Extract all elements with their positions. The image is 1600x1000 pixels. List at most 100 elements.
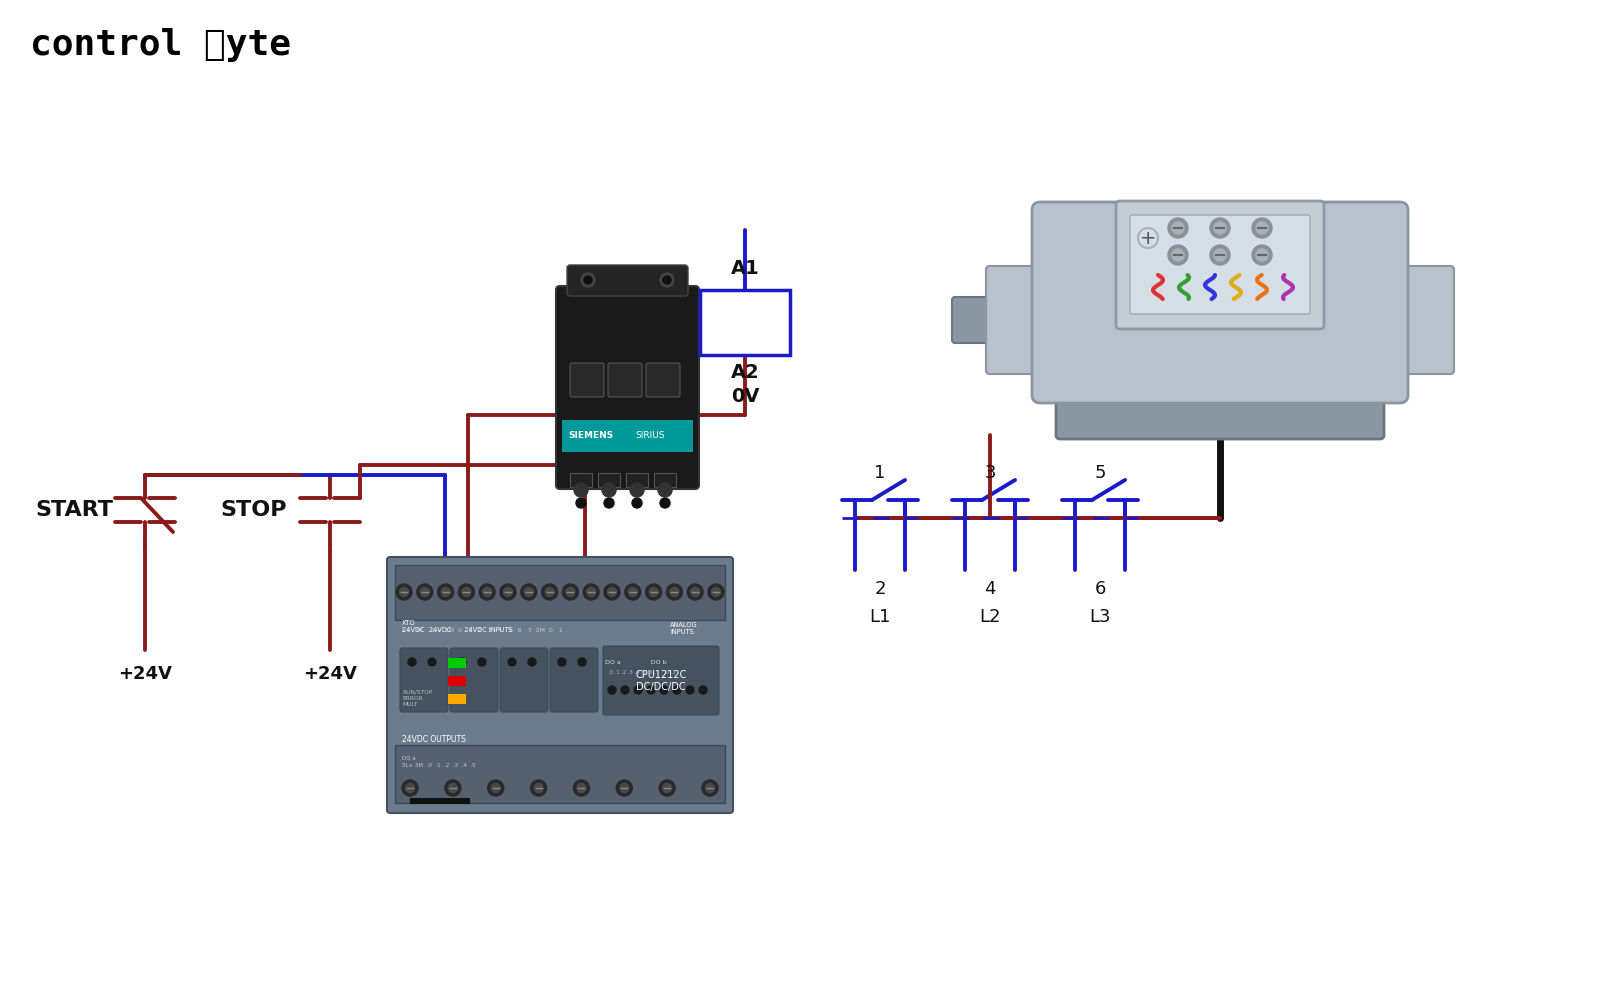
Circle shape — [558, 658, 566, 666]
Circle shape — [534, 784, 542, 792]
Circle shape — [662, 784, 672, 792]
Circle shape — [608, 587, 616, 596]
Circle shape — [674, 686, 682, 694]
Circle shape — [400, 587, 408, 596]
Text: 4: 4 — [984, 580, 995, 598]
Circle shape — [574, 483, 589, 497]
Bar — [395, 565, 725, 620]
Circle shape — [504, 587, 512, 596]
Bar — [701, 290, 790, 355]
Circle shape — [688, 584, 704, 600]
Circle shape — [646, 584, 662, 600]
Circle shape — [1168, 218, 1187, 238]
Circle shape — [483, 587, 491, 596]
Circle shape — [666, 584, 683, 600]
Text: STOP: STOP — [221, 500, 286, 520]
Circle shape — [632, 498, 642, 508]
Circle shape — [624, 584, 640, 600]
FancyBboxPatch shape — [1056, 376, 1384, 439]
Circle shape — [1251, 245, 1272, 265]
Circle shape — [1256, 249, 1267, 261]
Circle shape — [520, 584, 536, 600]
Circle shape — [528, 658, 536, 666]
Text: L1: L1 — [869, 608, 891, 626]
Text: 24VDC OUTPUTS: 24VDC OUTPUTS — [402, 735, 466, 744]
Circle shape — [566, 587, 574, 596]
Text: RUN/STOP
ERROR
MULT: RUN/STOP ERROR MULT — [402, 690, 432, 707]
Circle shape — [658, 483, 672, 497]
Circle shape — [442, 587, 450, 596]
FancyBboxPatch shape — [499, 648, 547, 712]
Text: SIRIUS: SIRIUS — [635, 432, 664, 440]
Circle shape — [488, 780, 504, 796]
Circle shape — [1210, 245, 1230, 265]
FancyBboxPatch shape — [952, 297, 998, 343]
FancyBboxPatch shape — [646, 363, 680, 397]
Circle shape — [525, 587, 533, 596]
Text: L+   M     L+  1M  0   1   2   3   4   5   6   7  2M  0   1: L+ M L+ 1M 0 1 2 3 4 5 6 7 2M 0 1 — [402, 628, 563, 633]
FancyBboxPatch shape — [608, 363, 642, 397]
Circle shape — [691, 587, 699, 596]
Text: DQ a
3L+ 3M  .0  .1  .2  .3  .4  .5: DQ a 3L+ 3M .0 .1 .2 .3 .4 .5 — [402, 756, 475, 768]
Text: XTO
24VDC  24VDC      24VDC INPUTS: XTO 24VDC 24VDC 24VDC INPUTS — [402, 620, 514, 633]
FancyBboxPatch shape — [566, 265, 688, 296]
Circle shape — [1171, 249, 1184, 261]
Circle shape — [397, 584, 413, 600]
Text: A1: A1 — [731, 259, 760, 278]
Circle shape — [1168, 245, 1187, 265]
Text: ANALOG
INPUTS: ANALOG INPUTS — [670, 622, 698, 635]
Circle shape — [608, 686, 616, 694]
Circle shape — [661, 498, 670, 508]
Text: L2: L2 — [979, 608, 1000, 626]
Circle shape — [563, 584, 579, 600]
Circle shape — [1214, 249, 1226, 261]
Text: 6: 6 — [1094, 580, 1106, 598]
Circle shape — [480, 584, 496, 600]
Circle shape — [619, 784, 629, 792]
Circle shape — [587, 587, 595, 596]
Circle shape — [661, 273, 674, 287]
Circle shape — [578, 784, 586, 792]
Circle shape — [445, 780, 461, 796]
Text: A2: A2 — [731, 363, 760, 382]
Text: SIEMENS: SIEMENS — [568, 432, 613, 440]
Circle shape — [616, 780, 632, 796]
FancyBboxPatch shape — [1117, 201, 1325, 329]
Circle shape — [646, 686, 654, 694]
Circle shape — [462, 587, 470, 596]
Bar — [598, 473, 621, 487]
Text: .0 .1 .2 .3 .4 .5 .6 .7   .0 .1: .0 .1 .2 .3 .4 .5 .6 .7 .0 .1 — [608, 670, 675, 675]
FancyBboxPatch shape — [450, 648, 498, 712]
Circle shape — [578, 658, 586, 666]
Bar — [570, 473, 592, 487]
Circle shape — [576, 498, 586, 508]
Circle shape — [1251, 218, 1272, 238]
Circle shape — [581, 273, 595, 287]
Circle shape — [584, 276, 592, 284]
Circle shape — [509, 658, 515, 666]
FancyBboxPatch shape — [986, 266, 1050, 374]
FancyBboxPatch shape — [1390, 266, 1454, 374]
FancyBboxPatch shape — [603, 646, 718, 715]
Circle shape — [634, 686, 642, 694]
Circle shape — [458, 584, 475, 600]
Text: +24V: +24V — [302, 665, 357, 683]
Text: L3: L3 — [1090, 608, 1110, 626]
FancyBboxPatch shape — [1032, 202, 1408, 403]
Circle shape — [402, 780, 418, 796]
Circle shape — [573, 780, 589, 796]
Text: START: START — [35, 500, 114, 520]
Bar — [448, 658, 466, 668]
Text: 0V: 0V — [731, 387, 760, 406]
Circle shape — [707, 584, 723, 600]
Circle shape — [602, 483, 616, 497]
Circle shape — [605, 498, 614, 508]
Circle shape — [438, 584, 454, 600]
Bar — [448, 676, 466, 686]
Circle shape — [546, 587, 554, 596]
Bar — [410, 798, 470, 804]
Circle shape — [458, 658, 466, 666]
Circle shape — [629, 587, 637, 596]
Circle shape — [702, 780, 718, 796]
Text: +24V: +24V — [118, 665, 171, 683]
